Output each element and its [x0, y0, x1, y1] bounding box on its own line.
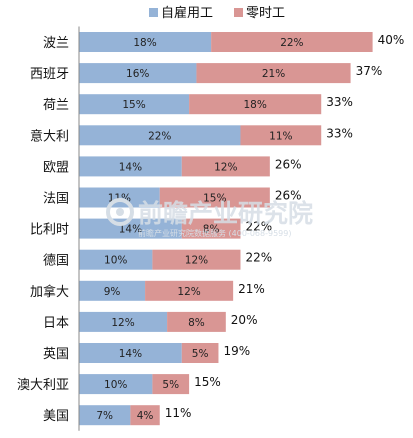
category-label: 日本 — [43, 316, 69, 331]
bar-segment — [152, 249, 241, 270]
segment-value-label: 18% — [133, 37, 156, 49]
legend: 自雇用工 零时工 — [149, 5, 285, 21]
category-label: 意大利 — [30, 128, 69, 144]
segment-value-label: 22% — [148, 130, 171, 142]
total-value-label: 37% — [356, 64, 383, 78]
bar-segment — [79, 32, 212, 52]
bar-segment — [159, 187, 270, 208]
bar-segment — [211, 32, 373, 52]
bar-segment — [79, 94, 190, 115]
bar-segment — [189, 94, 322, 115]
total-value-label: 26% — [275, 157, 302, 171]
segment-value-label: 14% — [119, 161, 142, 173]
watermark-logo-icon — [106, 198, 134, 226]
segment-value-label: 12% — [111, 317, 134, 329]
total-value-label: 11% — [165, 406, 192, 420]
segment-value-label: 11% — [269, 130, 292, 142]
legend-swatch — [149, 8, 158, 17]
segment-value-label: 5% — [192, 348, 209, 360]
bar-segment — [79, 187, 160, 208]
segment-value-label: 9% — [104, 286, 121, 298]
segment-value-label: 14% — [119, 348, 142, 360]
segment-value-label: 21% — [262, 68, 285, 80]
bar-segment — [79, 405, 131, 426]
segment-value-label: 14% — [119, 224, 142, 236]
category-label: 欧盟 — [43, 160, 69, 175]
total-value-label: 26% — [275, 189, 302, 203]
total-value-label: 21% — [238, 282, 265, 296]
bar-segment — [79, 249, 153, 270]
bar-segment — [130, 405, 160, 426]
bar-segment — [79, 280, 146, 301]
category-label: 波兰 — [43, 36, 69, 51]
segment-value-label: 10% — [104, 255, 127, 267]
category-label: 英国 — [43, 347, 69, 362]
segment-value-label: 10% — [104, 379, 127, 391]
segment-value-label: 8% — [188, 317, 205, 329]
bar-segment — [79, 374, 153, 395]
segment-value-label: 18% — [243, 99, 266, 111]
category-label: 德国 — [43, 254, 69, 269]
category-label: 法国 — [43, 192, 69, 207]
bar-segment — [240, 125, 322, 146]
legend-swatch — [234, 8, 243, 17]
total-value-label: 15% — [194, 375, 221, 389]
bar-segment — [79, 156, 182, 177]
bar-segment — [79, 311, 168, 332]
total-value-label: 33% — [326, 126, 353, 140]
segment-value-label: 15% — [203, 193, 226, 205]
bar-segment — [79, 63, 197, 84]
bar-segment — [145, 280, 234, 301]
segment-value-label: 5% — [162, 379, 179, 391]
total-value-label: 20% — [231, 313, 258, 327]
total-value-label: 40% — [378, 33, 405, 47]
segment-value-label: 7% — [96, 410, 113, 422]
bar-segment — [167, 311, 226, 332]
segment-value-label: 8% — [203, 224, 220, 236]
category-label: 美国 — [43, 409, 69, 424]
segment-value-label: 4% — [137, 410, 154, 422]
bar-segment — [181, 218, 241, 239]
watermark-subtitle: 前瞻产业研究院数据服务 (400-068-9599) — [138, 228, 291, 238]
category-label: 加拿大 — [30, 284, 69, 300]
category-label: 荷兰 — [43, 98, 69, 113]
segment-value-label: 15% — [122, 99, 145, 111]
segment-value-label: 12% — [185, 255, 208, 267]
bars: 波兰 18% 22% 40% 西班牙 16% 21% 37% 荷兰 15% 18% 33% 意大利 22%… — [17, 32, 405, 426]
legend-label: 零时工 — [246, 6, 285, 21]
bar-segment — [196, 63, 351, 84]
legend-label: 自雇用工 — [161, 5, 213, 21]
total-value-label: 22% — [245, 220, 272, 234]
segment-value-label: 12% — [214, 161, 237, 173]
category-label: 西班牙 — [30, 67, 69, 82]
segment-value-label: 16% — [126, 68, 149, 80]
bar-segment — [79, 218, 182, 239]
bar-segment — [181, 343, 219, 363]
bar-segment — [79, 125, 241, 146]
bar-segment — [152, 374, 190, 395]
watermark-title: 前瞻产业研究院 — [138, 199, 313, 228]
category-label: 澳大利亚 — [17, 377, 69, 393]
total-value-label: 19% — [223, 344, 250, 358]
segment-value-label: 22% — [280, 37, 303, 49]
bar-segment — [181, 156, 270, 177]
segment-value-label: 12% — [177, 286, 200, 298]
bar-segment — [79, 343, 182, 363]
total-value-label: 33% — [326, 95, 353, 109]
category-label: 比利时 — [30, 223, 69, 238]
total-value-label: 22% — [245, 251, 272, 265]
